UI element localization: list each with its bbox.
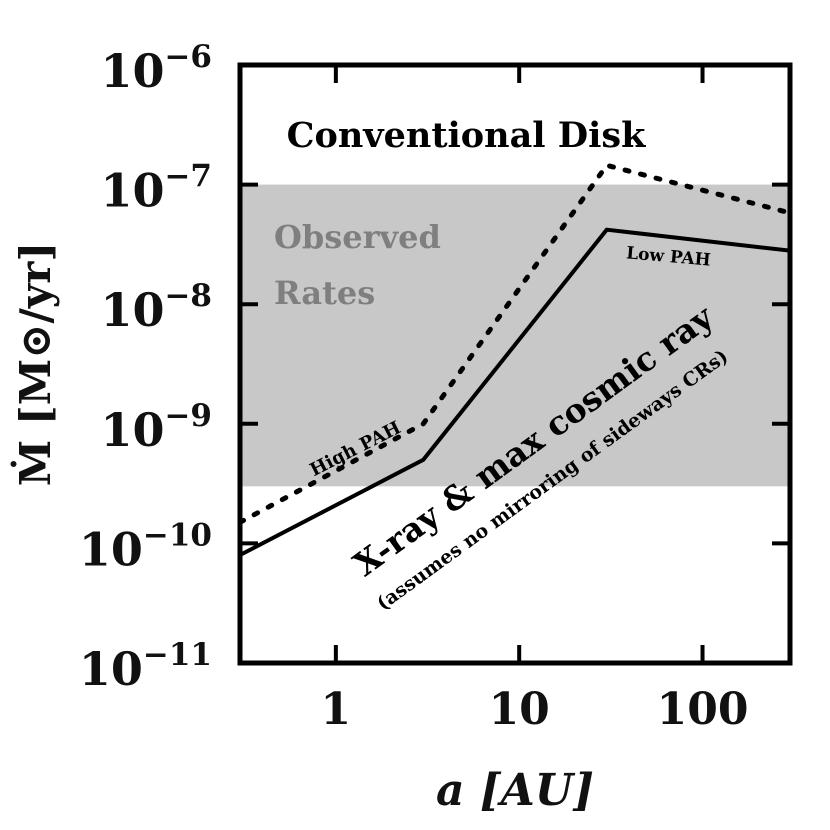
y-axis-label: Ṁ [M⊙/yr] (9, 242, 60, 486)
y-tick-labels: 10−11 10−10 10−9 10−8 10−7 10−6 (79, 39, 212, 696)
observed-label-line2: Rates (274, 274, 375, 312)
y-tick-label: 10−8 (100, 278, 212, 337)
series-group (240, 162, 790, 557)
x-axis-label: a [AU] (436, 765, 594, 816)
conventional-disk-label: Conventional Disk (287, 115, 646, 156)
observed-rates-band (240, 184, 790, 487)
observed-label-line1: Observed (274, 218, 441, 256)
x-tick-label: 1 (321, 684, 352, 735)
y-tick-label: 10−9 (100, 398, 212, 457)
x-tick-label: 100 (657, 684, 749, 735)
axis-ticks (240, 65, 790, 663)
x-tick-label: 10 (489, 684, 550, 735)
y-tick-label: 10−10 (79, 517, 212, 576)
high-pah-series-line (240, 162, 790, 525)
y-tick-label: 10−11 (79, 637, 212, 696)
y-tick-label: 10−6 (100, 39, 212, 98)
y-tick-label: 10−7 (100, 159, 212, 218)
low-pah-series-line (240, 227, 790, 557)
x-tick-labels: 1 10 100 (321, 684, 749, 735)
plot-frame (237, 62, 793, 666)
